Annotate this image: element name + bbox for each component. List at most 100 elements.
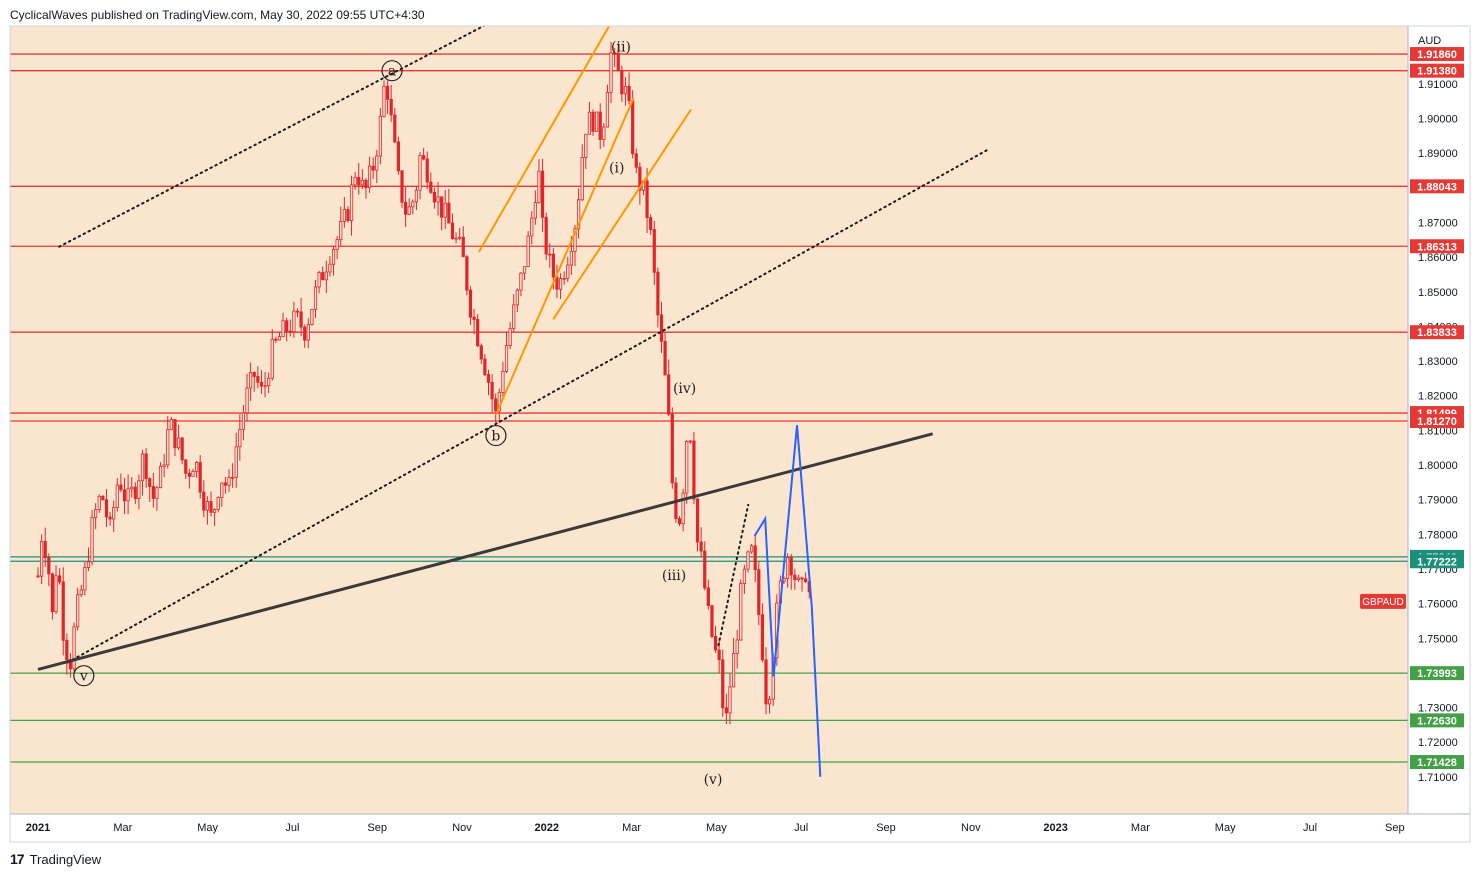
price-tick-label: 1.81000 <box>1418 425 1458 437</box>
candle-body <box>548 253 552 256</box>
candle-body <box>760 614 765 661</box>
candle-body <box>605 91 610 128</box>
candle-body <box>458 236 462 239</box>
candle-body <box>695 498 700 543</box>
wave-label: (iii) <box>662 568 686 584</box>
candle-body <box>627 85 631 102</box>
level-price-badge <box>1410 554 1464 569</box>
candle-body <box>692 440 696 500</box>
projection-path[interactable] <box>753 425 822 777</box>
publish-date: May 30, 2022 09:55 UTC+4:30 <box>260 8 425 22</box>
candle-body <box>47 557 51 575</box>
candle-body <box>544 216 548 255</box>
candle-body <box>724 707 728 714</box>
candle-body <box>259 381 264 387</box>
level-price-badge <box>1410 47 1464 62</box>
channel-line[interactable] <box>495 97 635 416</box>
candle-body <box>364 179 368 189</box>
site-name[interactable]: TradingView.com, <box>162 8 257 22</box>
candle-body <box>587 111 592 135</box>
candle-body <box>728 686 732 714</box>
publisher-name[interactable]: CyclicalWaves <box>10 8 88 22</box>
candle-body <box>331 248 336 265</box>
channel-line[interactable] <box>552 108 692 321</box>
price-axis[interactable]: AUD 1.71000 1.72000 1.73000 1.75000 1.76000 1.… <box>1407 26 1464 814</box>
candle-body <box>490 381 494 400</box>
candle-body <box>360 179 364 186</box>
candle-body <box>533 202 537 219</box>
candle-body <box>645 180 649 218</box>
candle-body <box>310 308 314 326</box>
candle-body <box>793 574 797 581</box>
wave-label-circle <box>485 424 507 447</box>
candle-body <box>418 155 422 191</box>
price-tick-label: 1.82000 <box>1418 391 1458 403</box>
level-price-label: 1.81270 <box>1417 416 1457 428</box>
candle-body <box>703 550 707 589</box>
candle-body <box>389 99 393 116</box>
candle-body <box>166 429 170 466</box>
candle-body <box>717 649 721 661</box>
candle-body <box>479 345 483 360</box>
candle-body <box>212 509 217 513</box>
candle-body <box>194 462 199 472</box>
dotted-trend-line[interactable] <box>66 148 989 664</box>
candle-body <box>104 499 109 518</box>
channel-line[interactable] <box>478 13 617 253</box>
candle-body <box>721 659 725 709</box>
candle-body <box>169 419 173 431</box>
candle-body <box>205 501 209 511</box>
dotted-trend-line[interactable] <box>58 4 525 248</box>
price-tick-label: 1.76000 <box>1418 599 1458 611</box>
candle-body <box>537 170 541 204</box>
candle-body <box>36 575 40 578</box>
level-price-label: 1.77222 <box>1417 556 1457 568</box>
wave-label: b <box>491 429 500 445</box>
time-axis[interactable]: 2021 Mar May Jul Sep Nov 2022 Mar May Jul Sep Nov 20… <box>10 813 1470 842</box>
footer-brand[interactable]: TradingView <box>29 851 102 867</box>
time-tick-label: Jul <box>794 822 808 834</box>
candle-body <box>407 206 411 215</box>
level-price-label: 1.91860 <box>1417 49 1457 61</box>
candle-body <box>72 626 76 670</box>
candle-body <box>245 387 249 414</box>
wave-label: (v) <box>704 772 723 788</box>
time-tick-label: Nov <box>961 822 981 834</box>
time-tick-label: Sep <box>876 822 896 834</box>
candle-body <box>440 196 444 218</box>
candle-body <box>202 491 206 511</box>
level-price-badge <box>1410 239 1464 254</box>
level-price-label: 1.72630 <box>1417 715 1457 727</box>
main-trendline[interactable] <box>37 432 934 671</box>
candle-body <box>382 85 386 117</box>
candle-body <box>227 477 231 486</box>
plot-background <box>10 26 1408 814</box>
candle-body <box>231 476 235 479</box>
candle-body <box>558 278 563 290</box>
tradingview-logo-icon[interactable]: 17 <box>10 851 25 867</box>
candle-body <box>425 158 429 183</box>
time-tick-label: Mar <box>1131 822 1150 834</box>
candle-body <box>270 338 274 379</box>
level-price-label: 1.88043 <box>1417 181 1457 193</box>
candle-body <box>357 176 361 186</box>
candle-body <box>187 472 191 477</box>
candle-body <box>353 176 357 186</box>
candle-body <box>584 133 588 158</box>
candle-body <box>800 577 804 580</box>
dotted-trend-line[interactable] <box>717 503 750 647</box>
candle-body <box>526 235 530 268</box>
price-tick-label: 1.86000 <box>1418 252 1458 264</box>
candle-body <box>710 605 714 637</box>
candle-body <box>317 272 321 288</box>
candle-body <box>313 286 318 310</box>
candle-body <box>504 345 509 372</box>
time-tick-label: May <box>706 822 727 834</box>
symbol-badge[interactable] <box>1360 593 1406 609</box>
candle-body <box>706 587 710 607</box>
candle-body <box>324 271 328 281</box>
candle-body <box>148 478 152 487</box>
wave-label-circle <box>612 26 617 27</box>
time-tick-label: Nov <box>452 822 472 834</box>
